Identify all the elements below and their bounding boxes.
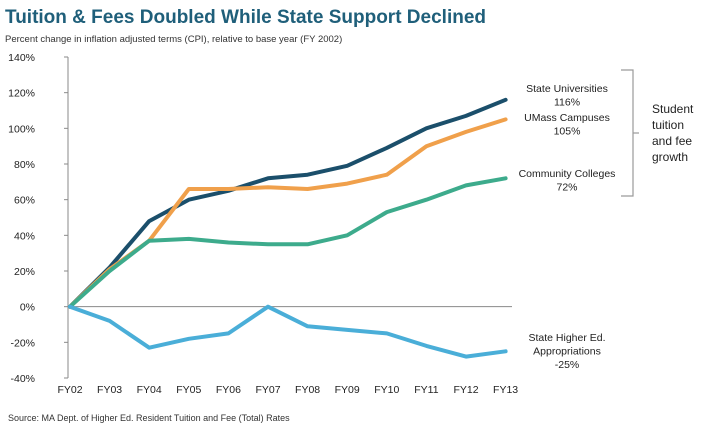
chart-title: Tuition & Fees Doubled While State Suppo… [5,7,486,28]
series-label-community-colleges: Community Colleges 72% [519,168,616,194]
x-tick-label: FY11 [414,384,438,396]
series-line-umass-campuses [68,117,508,309]
series-label-state-higher-ed-appropriations: State Higher Ed. Appropriations -25% [528,332,605,371]
y-tick-label: 0% [20,302,35,314]
y-tick-label: 120% [8,88,35,100]
y-tick-label: -20% [10,337,35,349]
x-tick-label: FY06 [216,384,241,396]
series-label-state-universities: State Universities 116% [526,83,608,109]
y-tick-label: 100% [8,123,35,135]
series-line-state-universities [68,97,508,309]
x-tick-label: FY10 [374,384,399,396]
x-tick-label: FY12 [453,384,478,396]
y-tick-label: 40% [14,230,35,242]
x-tick-label: FY08 [295,384,320,396]
series-lines [68,97,508,359]
x-tick-label: FY02 [57,384,82,396]
x-tick-label: FY05 [176,384,201,396]
x-tick-label: FY04 [137,384,162,396]
chart-source: Source: MA Dept. of Higher Ed. Resident … [8,413,290,423]
y-tick-label: 80% [14,159,35,171]
chart-subtitle: Percent change in inflation adjusted ter… [5,34,342,45]
x-tick-label: FY09 [335,384,360,396]
series-line-state-higher-ed-appropriations [68,304,508,359]
growth-bracket: Student tuition and fee growth [621,69,694,197]
axes: 140% 120% 100% 80% 60% 40% 20% 0% -20% -40% FY02 FY… [8,52,518,396]
y-tick-label: 60% [14,195,35,207]
bracket-label: Student tuition and fee growth [652,102,694,164]
series-line-community-colleges [68,176,508,309]
series-label-umass-campuses: UMass Campuses 105% [524,112,610,138]
x-tick-label: FY03 [97,384,122,396]
y-tick-label: 140% [8,52,35,64]
y-tick-label: -40% [10,373,35,385]
series-labels: State Universities 116% UMass Campuses 105%… [519,83,616,371]
bracket-line [621,69,634,197]
x-tick-label: FY13 [493,384,518,396]
y-tick-label: 20% [14,266,35,278]
x-tick-label: FY07 [255,384,280,396]
